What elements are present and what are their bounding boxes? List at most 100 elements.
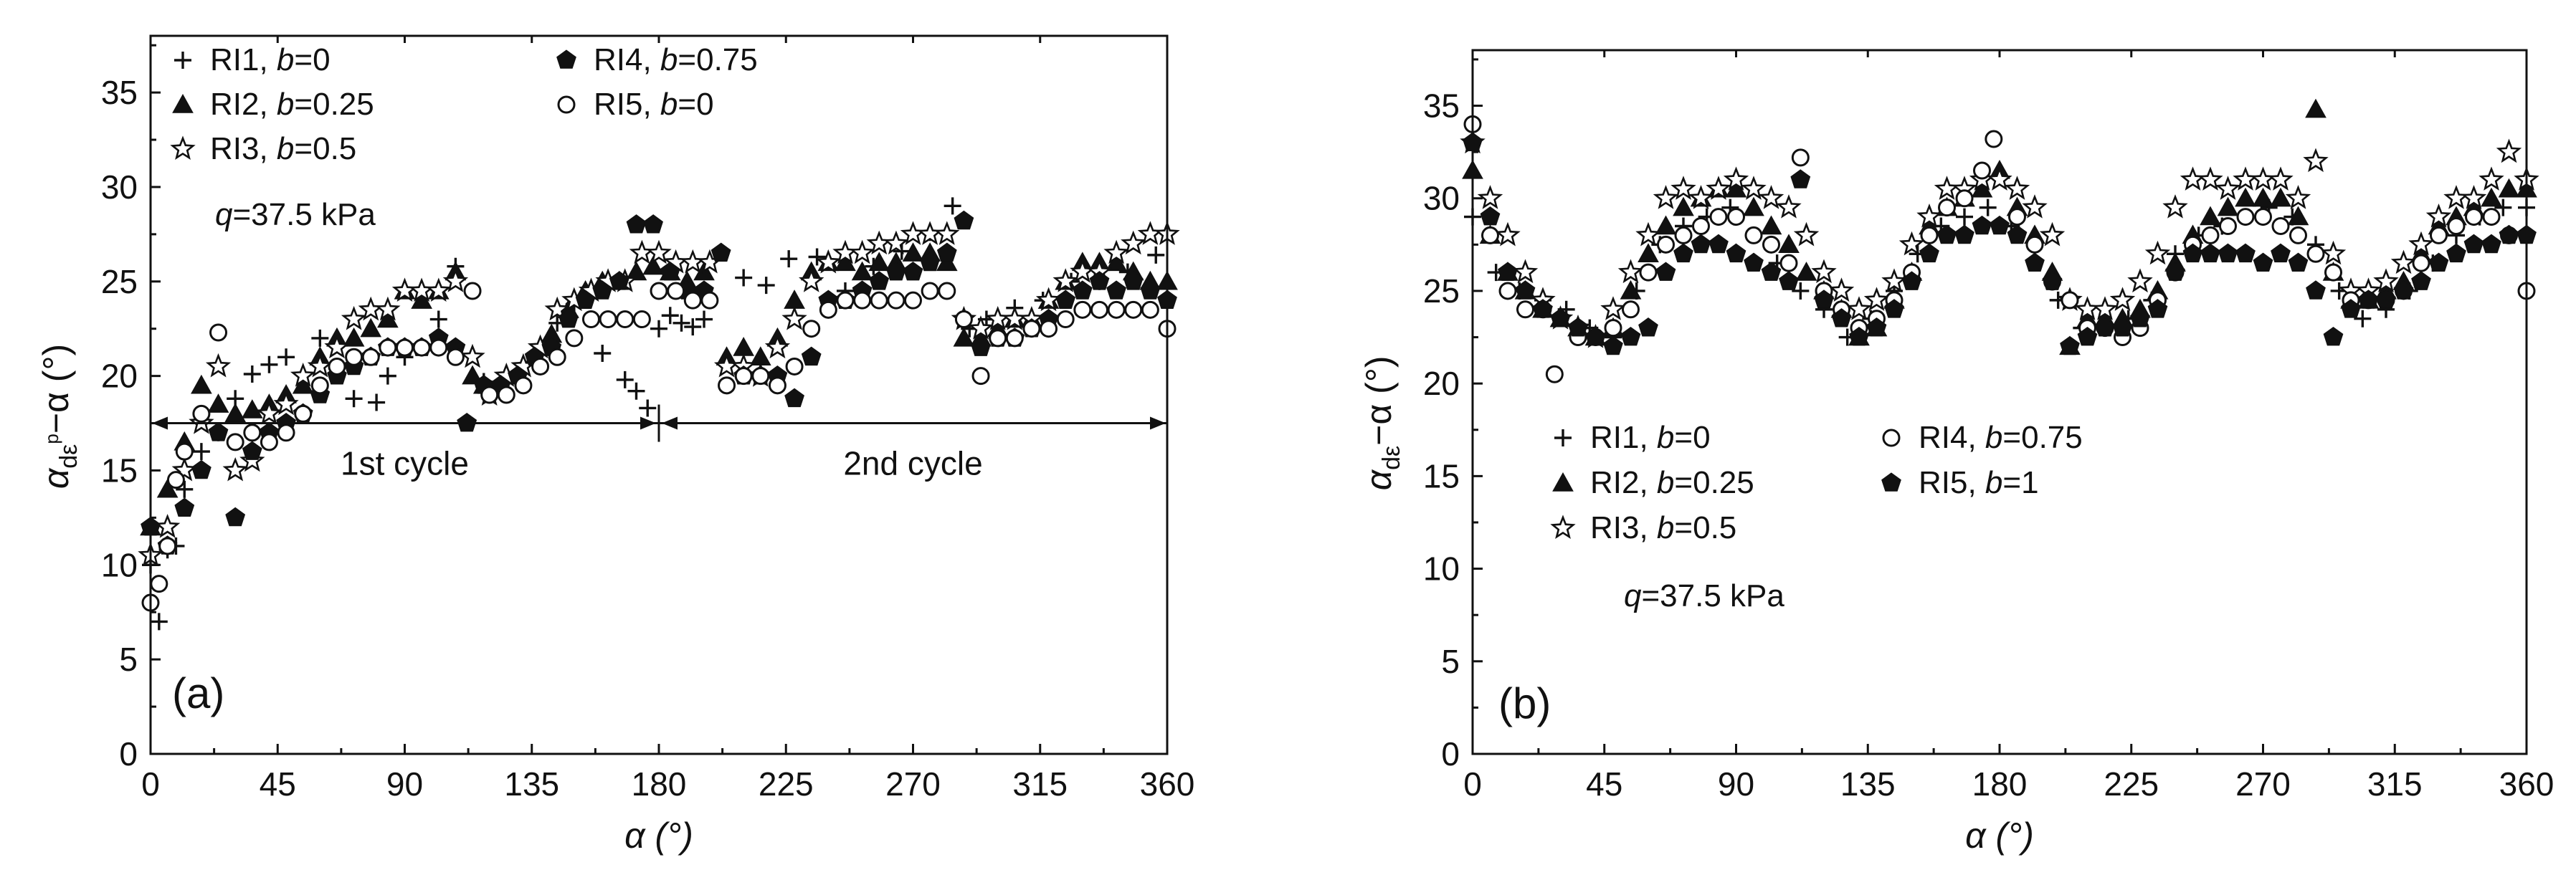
data-point (2236, 208, 2255, 226)
data-point (548, 348, 566, 366)
data-point (2271, 217, 2290, 235)
data-point (2341, 299, 2361, 318)
data-point (1480, 206, 1501, 226)
data-point (2218, 243, 2238, 263)
data-point (2428, 252, 2449, 272)
data-point (290, 363, 316, 387)
data-point (514, 376, 533, 395)
data-point (260, 433, 278, 451)
data-point (1107, 300, 1126, 319)
data-point (1498, 282, 1517, 300)
data-point (426, 277, 452, 302)
data-point (2306, 244, 2325, 263)
data-point (2008, 208, 2026, 226)
legend-label: RI5, b=0 (594, 87, 714, 122)
data-point (902, 242, 924, 262)
cycle-arrowheads (152, 404, 1166, 442)
data-point (242, 441, 262, 460)
x-axis-label: α (°) (1965, 816, 2034, 856)
data-point (1005, 329, 1024, 348)
data-point (2478, 166, 2504, 191)
legend: RI1, b=0 RI2, b=0.25 RI3, b=0.5 RI4, b=0.75… (170, 42, 758, 166)
data-point (801, 346, 822, 366)
ticks: 0 45 90 135 180 225 270 315 360 0 5 10 15 20 25 30 35 (101, 36, 1195, 803)
data-point (1512, 259, 1539, 284)
data-point (954, 210, 974, 230)
data-point (2060, 335, 2080, 355)
data-marks (1460, 98, 2539, 383)
data-point (2200, 243, 2220, 263)
data-point (616, 310, 635, 329)
data-point (1140, 280, 1161, 300)
data-point (836, 291, 855, 310)
data-point (627, 382, 645, 400)
data-point (379, 367, 396, 385)
data-point (480, 386, 499, 404)
data-point (166, 471, 185, 489)
data-point (1638, 243, 1659, 262)
data-point (205, 353, 232, 378)
data-point (733, 337, 755, 356)
data-point (1121, 230, 1146, 255)
data-point (1653, 185, 1679, 209)
x-tick-label: 315 (2367, 765, 2423, 803)
data-point (2162, 194, 2188, 219)
data-point (1901, 271, 1922, 290)
data-point (1655, 215, 1677, 235)
data-point (1674, 226, 1693, 244)
data-point (1622, 300, 1640, 319)
data-point (379, 338, 397, 357)
data-point (650, 282, 668, 300)
legend-label: RI2, b=0.25 (1590, 465, 1754, 500)
legend-marker (170, 135, 196, 160)
data-point (700, 291, 719, 310)
data-point (2425, 204, 2452, 228)
data-point (311, 329, 329, 347)
data-point (2197, 166, 2223, 191)
y-tick-label: 5 (1441, 643, 1460, 680)
data-point (208, 422, 229, 441)
data-point (176, 480, 194, 498)
data-point (1936, 224, 1957, 244)
data-point (1934, 176, 1960, 200)
data-point (2461, 185, 2487, 209)
data-point (1568, 317, 1588, 337)
data-point (646, 239, 672, 264)
data-point (883, 230, 909, 255)
x-tick-label: 360 (1140, 765, 1195, 803)
data-point (1726, 243, 1746, 263)
data-point (497, 386, 515, 404)
data-point (938, 282, 956, 300)
data-point (1954, 224, 1974, 244)
data-point (921, 282, 939, 300)
data-point (442, 268, 469, 292)
data-point (1776, 194, 1802, 219)
data-point (768, 376, 786, 395)
y-tick-label: 30 (1423, 180, 1460, 217)
data-point (781, 305, 807, 330)
load-annotation: q=37.5 kPa (1624, 578, 1784, 613)
data-point (1635, 221, 1661, 247)
x-tick-label: 360 (2499, 765, 2554, 803)
data-point (2390, 249, 2417, 274)
data-point (2039, 221, 2066, 247)
data-point (192, 443, 210, 461)
data-point (799, 268, 824, 292)
data-point (784, 290, 805, 309)
data-point (971, 337, 991, 356)
data-point (396, 338, 414, 357)
data-point (2289, 226, 2307, 244)
cycle-label-1: 1st cycle (341, 445, 469, 482)
data-point (1657, 235, 1675, 254)
legend-label: RI3, b=0.5 (1590, 510, 1736, 545)
data-point (241, 399, 263, 419)
data-point (1052, 268, 1078, 292)
x-tick-label: 90 (386, 765, 423, 803)
data-point (886, 261, 906, 281)
legend-label: RI4, b=0.75 (1919, 420, 2083, 455)
data-point (853, 291, 872, 310)
data-point (1090, 300, 1108, 319)
data-point (2482, 208, 2501, 226)
data-point (1620, 326, 1641, 346)
